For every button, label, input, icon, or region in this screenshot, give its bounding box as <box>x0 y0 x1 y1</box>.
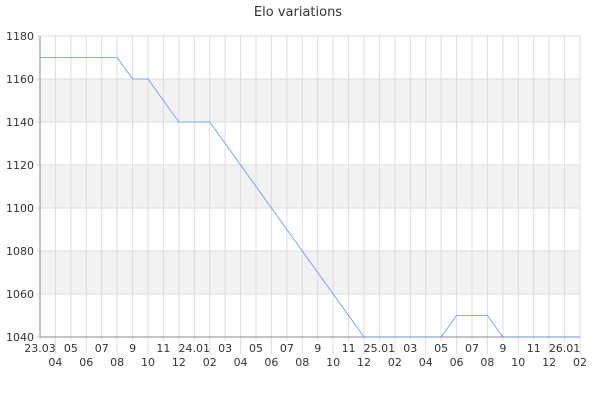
x-tick-label: 11 <box>527 342 541 355</box>
y-tick-label: 1040 <box>6 331 34 344</box>
y-tick-label: 1140 <box>6 116 34 129</box>
x-tick-label: 02 <box>573 356 587 369</box>
x-tick-label: 11 <box>156 342 170 355</box>
x-tick-label: 04 <box>419 356 433 369</box>
x-tick-label: 03 <box>403 342 417 355</box>
x-tick-label: 08 <box>480 356 494 369</box>
x-tick-label: 06 <box>264 356 278 369</box>
x-tick-label: 06 <box>450 356 464 369</box>
x-tick-label: 04 <box>48 356 62 369</box>
grid-band <box>40 251 580 294</box>
x-tick-label: 10 <box>511 356 525 369</box>
x-tick-label: 9 <box>314 342 321 355</box>
x-tick-label: 10 <box>326 356 340 369</box>
x-tick-label: 07 <box>465 342 479 355</box>
y-tick-label: 1080 <box>6 245 34 258</box>
x-tick-label: 12 <box>542 356 556 369</box>
x-tick-label: 08 <box>295 356 309 369</box>
y-tick-label: 1120 <box>6 159 34 172</box>
x-tick-label: 26.01 <box>549 342 581 355</box>
chart-title: Elo variations <box>254 5 342 20</box>
x-tick-label: 02 <box>203 356 217 369</box>
y-tick-label: 1060 <box>6 288 34 301</box>
x-tick-label: 10 <box>141 356 155 369</box>
x-tick-label: 05 <box>64 342 78 355</box>
y-tick-label: 1100 <box>6 202 34 215</box>
grid-band <box>40 165 580 208</box>
x-tick-label: 07 <box>95 342 109 355</box>
x-tick-label: 24.01 <box>179 342 211 355</box>
x-tick-label: 03 <box>218 342 232 355</box>
x-tick-label: 9 <box>129 342 136 355</box>
x-tick-label: 06 <box>79 356 93 369</box>
x-tick-label: 07 <box>280 342 294 355</box>
x-tick-label: 25.01 <box>364 342 396 355</box>
grid-band <box>40 79 580 122</box>
x-tick-label: 04 <box>234 356 248 369</box>
x-tick-label: 08 <box>110 356 124 369</box>
x-tick-label: 05 <box>249 342 263 355</box>
y-tick-label: 1160 <box>6 73 34 86</box>
x-tick-label: 02 <box>388 356 402 369</box>
x-tick-label: 12 <box>172 356 186 369</box>
x-tick-label: 23.03 <box>24 342 56 355</box>
x-tick-label: 12 <box>357 356 371 369</box>
y-tick-label: 1180 <box>6 30 34 43</box>
x-tick-label: 05 <box>434 342 448 355</box>
x-tick-label: 11 <box>342 342 356 355</box>
x-tick-label: 9 <box>499 342 506 355</box>
series-line <box>40 57 580 338</box>
